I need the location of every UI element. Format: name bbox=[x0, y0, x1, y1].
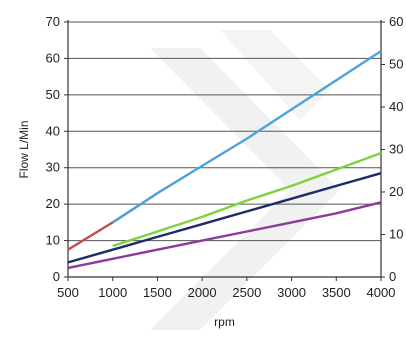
y-tick-label: 0 bbox=[53, 269, 60, 284]
y2-tick-label: 20 bbox=[389, 184, 403, 199]
y2-tick-label: 0 bbox=[389, 269, 396, 284]
x-tick-label: 3000 bbox=[277, 285, 306, 300]
x-tick-label: 3500 bbox=[322, 285, 351, 300]
y2-tick-label: 60 bbox=[389, 14, 403, 29]
gridlines bbox=[68, 21, 381, 242]
axes bbox=[64, 20, 385, 281]
series-group bbox=[67, 50, 382, 270]
y-tick-label: 40 bbox=[46, 123, 60, 138]
y-tick-label: 60 bbox=[46, 50, 60, 65]
series-line-3 bbox=[112, 151, 382, 248]
watermark-chevron bbox=[150, 48, 340, 330]
y-tick-label: 50 bbox=[46, 87, 60, 102]
watermark-shape bbox=[150, 30, 340, 330]
y-tick-label: 10 bbox=[46, 233, 60, 248]
tick-labels: 0 10 20 30 40 50 60 70 0 10 20 30 40 50 60 500 1000 1500 2… bbox=[46, 14, 404, 300]
y-axis-title: Flow L/Min bbox=[17, 120, 31, 178]
series-line-5 bbox=[67, 201, 382, 270]
y2-tick-label: 40 bbox=[389, 99, 403, 114]
x-tick-label: 4000 bbox=[367, 285, 396, 300]
y2-tick-label: 50 bbox=[389, 57, 403, 72]
series-line-4 bbox=[67, 172, 382, 264]
series-line-2 bbox=[112, 50, 382, 224]
x-tick-label: 500 bbox=[57, 285, 79, 300]
y2-tick-label: 30 bbox=[389, 142, 403, 157]
y-tick-label: 20 bbox=[46, 196, 60, 211]
x-tick-label: 1000 bbox=[98, 285, 127, 300]
x-tick-label: 2000 bbox=[188, 285, 217, 300]
y2-tick-label: 10 bbox=[389, 227, 403, 242]
x-tick-label: 1500 bbox=[143, 285, 172, 300]
watermark-chevron bbox=[220, 30, 330, 120]
x-tick-label: 2500 bbox=[232, 285, 261, 300]
y-tick-label: 70 bbox=[46, 14, 60, 29]
x-axis-title: rpm bbox=[214, 315, 235, 329]
y-tick-label: 30 bbox=[46, 160, 60, 175]
